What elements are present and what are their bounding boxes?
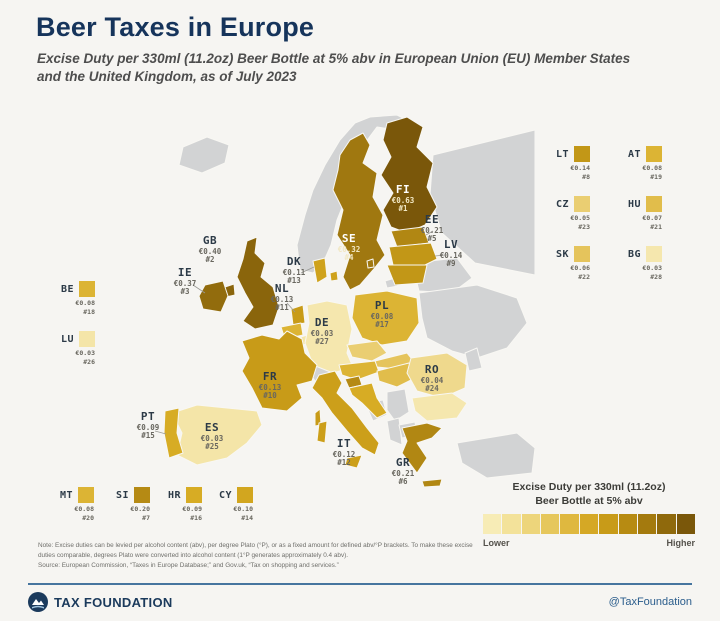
brand-lockup: TAX FOUNDATION bbox=[28, 592, 173, 612]
map-label-nl: NL €0.13 #11 bbox=[270, 282, 294, 313]
country-austria bbox=[338, 360, 380, 381]
label-leader-lines bbox=[154, 230, 446, 435]
callout-sk: SK €0.06 #22 bbox=[542, 246, 590, 282]
mt-color-swatch bbox=[78, 487, 94, 503]
map-label-ro: RO €0.04 #24 bbox=[420, 363, 444, 394]
lu-color-swatch bbox=[79, 331, 95, 347]
page-subtitle: Excise Duty per 330ml (11.2oz) Beer Bott… bbox=[37, 51, 631, 84]
callout-bg: BG €0.03 #28 bbox=[614, 246, 662, 282]
callout-si: SI €0.20 #7 bbox=[102, 487, 150, 523]
map-label-lv: LV €0.14 #9 bbox=[439, 238, 463, 269]
map-label-it: IT €0.12 #12 bbox=[332, 437, 356, 468]
map-label-se: SE €0.32 #4 bbox=[337, 232, 361, 263]
color-scale-legend: Excise Duty per 330ml (11.2oz) Beer Bott… bbox=[483, 481, 695, 548]
hr-color-swatch bbox=[186, 487, 202, 503]
country-iceland bbox=[178, 136, 230, 174]
si-color-swatch bbox=[134, 487, 150, 503]
lt-color-swatch bbox=[574, 146, 590, 162]
callout-lt: LT €0.14 #8 bbox=[542, 146, 590, 182]
country-turkey bbox=[456, 432, 535, 479]
map-label-gb: GB €0.40 #2 bbox=[198, 234, 222, 265]
callout-lu: LU €0.03 #26 bbox=[47, 331, 95, 367]
country-hungary bbox=[376, 362, 418, 388]
footer-divider bbox=[28, 583, 692, 585]
legend-gradient-segment bbox=[657, 514, 676, 535]
at-color-swatch bbox=[646, 146, 662, 162]
country-denmark bbox=[312, 257, 339, 284]
country-latvia bbox=[388, 242, 438, 266]
callout-cz: CZ €0.05 #23 bbox=[542, 196, 590, 232]
legend-gradient-segment bbox=[502, 514, 521, 535]
callout-hr: HR €0.09 #16 bbox=[154, 487, 202, 523]
europe-choropleth-map bbox=[154, 115, 535, 488]
country-moldova bbox=[464, 347, 483, 372]
note-text: Note: Excise duties can be levied per al… bbox=[38, 542, 473, 559]
map-label-fi: FI €0.63 #1 bbox=[391, 183, 415, 214]
country-albania-montenegro bbox=[386, 417, 403, 446]
country-czechia bbox=[346, 340, 388, 362]
country-greece bbox=[401, 422, 443, 488]
map-label-ie: IE €0.37 #3 bbox=[173, 266, 197, 297]
page-title: Beer Taxes in Europe bbox=[36, 12, 315, 42]
callout-hu: HU €0.07 #21 bbox=[614, 196, 662, 232]
country-croatia bbox=[348, 382, 388, 419]
legend-higher-label: Higher bbox=[666, 538, 695, 549]
legend-gradient-segment bbox=[579, 514, 599, 535]
country-poland bbox=[351, 290, 420, 346]
cy-color-swatch bbox=[237, 487, 253, 503]
footnote: Note: Excise duties can be levied per al… bbox=[38, 541, 478, 571]
legend-title-line1: Excise Duty per 330ml (11.2oz) bbox=[512, 481, 666, 493]
callout-cy: CY €0.10 #14 bbox=[205, 487, 253, 523]
legend-gradient-segment bbox=[618, 514, 637, 535]
map-label-gr: GR €0.21 #6 bbox=[391, 456, 415, 487]
country-italy bbox=[311, 370, 380, 469]
country-netherlands bbox=[290, 304, 306, 326]
map-label-pl: PL €0.08 #17 bbox=[370, 299, 394, 330]
legend-gradient-segment bbox=[676, 514, 695, 535]
callout-mt: MT €0.08 #20 bbox=[46, 487, 94, 523]
brand-name: TAX FOUNDATION bbox=[54, 594, 173, 610]
country-romania bbox=[406, 352, 468, 399]
cz-color-swatch bbox=[574, 196, 590, 212]
country-sweden bbox=[332, 132, 386, 291]
legend-lower-label: Lower bbox=[483, 538, 510, 549]
country-portugal bbox=[163, 407, 184, 459]
footer-bar: TAX FOUNDATION @TaxFoundation bbox=[28, 590, 692, 614]
country-lithuania bbox=[386, 264, 428, 286]
map-label-pt: PT €0.09 #15 bbox=[136, 410, 160, 441]
map-label-dk: DK €0.11 #13 bbox=[282, 255, 306, 286]
legend-gradient-segment bbox=[599, 514, 618, 535]
country-ireland bbox=[198, 280, 229, 313]
sk-color-swatch bbox=[574, 246, 590, 262]
twitter-handle: @TaxFoundation bbox=[608, 596, 692, 608]
be-color-swatch bbox=[79, 281, 95, 297]
legend-gradient-segment bbox=[637, 514, 657, 535]
legend-gradient-segment bbox=[483, 514, 502, 535]
hu-color-swatch bbox=[646, 196, 662, 212]
map-label-es: ES €0.03 #25 bbox=[200, 421, 224, 452]
legend-title-line2: Beer Bottle at 5% abv bbox=[535, 494, 643, 507]
callout-at: AT €0.08 #19 bbox=[614, 146, 662, 182]
tax-foundation-logo-icon bbox=[28, 592, 48, 612]
country-serbia bbox=[386, 388, 410, 422]
source-text: Source: European Commission, “Taxes in E… bbox=[38, 561, 339, 569]
legend-gradient-segment bbox=[560, 514, 579, 535]
country-bulgaria bbox=[411, 392, 468, 422]
callout-be: BE €0.08 #18 bbox=[47, 281, 95, 317]
bg-color-swatch bbox=[646, 246, 662, 262]
legend-gradient-segment bbox=[541, 514, 560, 535]
map-label-de: DE €0.03 #27 bbox=[310, 316, 334, 347]
country-ukraine bbox=[418, 284, 528, 359]
map-label-fr: FR €0.13 #10 bbox=[258, 370, 282, 401]
map-label-ee: EE €0.21 #5 bbox=[420, 213, 444, 244]
legend-gradient-segment bbox=[521, 514, 541, 535]
legend-gradient bbox=[483, 514, 695, 535]
